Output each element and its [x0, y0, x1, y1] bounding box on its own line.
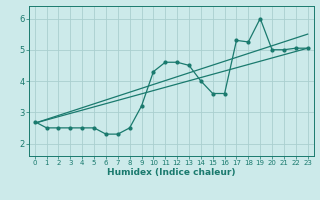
X-axis label: Humidex (Indice chaleur): Humidex (Indice chaleur) — [107, 168, 236, 177]
